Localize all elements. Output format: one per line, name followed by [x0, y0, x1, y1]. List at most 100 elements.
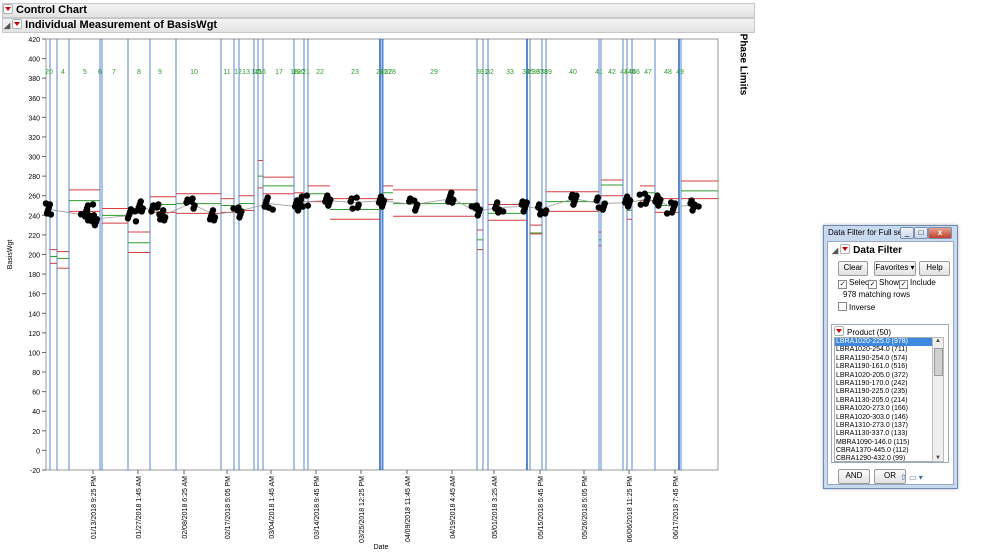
data-filter-header[interactable]: ◢ Data Filter [831, 244, 902, 256]
product-list-item[interactable]: LBRA1020-254.0 (711) [836, 346, 908, 354]
help-button[interactable]: Help [919, 261, 950, 276]
data-point [542, 207, 550, 214]
phase-label: 42 [608, 69, 616, 76]
matching-rows-text: 978 matching rows [843, 290, 911, 299]
x-tick-label: 03/14/2018 9:45 PM [314, 476, 321, 539]
data-point [691, 201, 698, 208]
phase-label: 5 [83, 69, 87, 76]
product-list-item[interactable]: LBRA1020-303.0 (146) [836, 413, 908, 421]
data-point [535, 201, 543, 208]
data-point-cluster [468, 202, 483, 219]
y-tick-label: 0 [36, 448, 40, 455]
scrollbar-thumb[interactable] [934, 348, 943, 376]
data-point-cluster [518, 198, 530, 215]
phase-label: 4 [61, 69, 65, 76]
product-list-item[interactable]: LBRA1190-254.0 (574) [836, 354, 908, 362]
product-list-item[interactable]: CBRA1290-432.0 (99) [836, 455, 906, 462]
data-point-cluster [296, 192, 312, 210]
data-filter-window[interactable]: Data Filter for Full se... _ □ x ◢ Data F… [823, 225, 958, 489]
and-button[interactable]: AND [838, 469, 870, 484]
inverse-checkbox-row[interactable]: Inverse [838, 302, 875, 312]
disclosure-triangle-icon[interactable]: ◢ [4, 21, 11, 30]
product-list-item[interactable]: LBRA1190-161.0 (516) [836, 363, 908, 371]
y-tick-label: 340 [28, 115, 40, 122]
product-list-scrollbar[interactable]: ▲ ▼ [932, 337, 944, 462]
product-list-item[interactable]: LBRA1130-205.0 (214) [836, 396, 908, 404]
y-tick-label: 160 [28, 292, 40, 299]
minimize-button[interactable]: _ [900, 227, 914, 239]
data-filter-footer: ⇧ ▭ ▾ [900, 473, 923, 482]
phase-label: 13 [242, 69, 250, 76]
individual-chart-menu-icon[interactable] [12, 19, 23, 29]
data-point-cluster [206, 207, 219, 224]
x-axis-label: Date [374, 544, 389, 551]
phase-limits-panel[interactable]: Phase Limits [737, 32, 753, 100]
product-list-item[interactable]: LBRA1020-205.0 (372) [836, 371, 908, 379]
product-list[interactable]: LBRA1020-225.0 (978) LBRA1020-254.0 (711)… [834, 337, 933, 462]
x-tick-label: 01/27/2018 1:45 AM [136, 476, 143, 539]
window-icon[interactable]: ▭ [908, 473, 917, 482]
product-list-item[interactable]: LBRA1190-170.0 (242) [836, 379, 908, 387]
scroll-up-icon[interactable]: ▲ [935, 338, 941, 344]
data-point-cluster [261, 194, 276, 213]
product-list-item[interactable]: CBRA1370-445.0 (112) [836, 447, 909, 455]
phase-label: 16 [258, 69, 266, 76]
data-point [626, 197, 634, 204]
product-list-item[interactable]: LBRA1310-273.0 (137) [836, 421, 908, 429]
phase-label: 44 [624, 69, 632, 76]
product-list-item[interactable]: LBRA1190-225.0 (235) [836, 388, 908, 396]
y-tick-label: -20 [30, 468, 40, 475]
data-point [468, 203, 475, 210]
data-point [160, 207, 167, 214]
data-point-cluster [593, 194, 608, 213]
data-point-cluster [568, 191, 580, 208]
product-list-item[interactable]: LBRA1130-337.0 (133) [836, 430, 908, 438]
data-filter-titlebar[interactable]: Data Filter for Full se... [828, 228, 909, 237]
product-list-item[interactable]: LBRA1020-273.0 (166) [836, 405, 908, 413]
favorites-button[interactable]: Favorites ▾ [874, 261, 916, 276]
x-tick-label: 04/09/2018 11:45 AM [405, 476, 412, 542]
phase-label: 37 [536, 69, 544, 76]
phase-label: 10 [190, 69, 198, 76]
show-checkbox-row[interactable]: ✓ Show [868, 278, 899, 289]
include-checkbox[interactable]: ✓ [899, 280, 908, 289]
data-point-cluster [134, 198, 146, 215]
data-point [573, 192, 580, 199]
product-header-label: Product (50) [847, 328, 892, 337]
data-point [644, 194, 651, 201]
close-button[interactable]: x [928, 227, 952, 239]
up-arrow-icon[interactable]: ⇧ [900, 473, 907, 482]
data-point [209, 207, 217, 214]
control-chart-menu-icon[interactable] [3, 4, 13, 14]
select-checkbox-row[interactable]: ✓ Select [838, 278, 871, 289]
data-point [636, 191, 643, 198]
clear-button[interactable]: Clear [838, 261, 868, 276]
data-point-cluster [663, 199, 679, 217]
y-tick-label: 260 [28, 194, 40, 201]
product-menu-icon[interactable] [834, 326, 844, 336]
dropdown-arrow-icon[interactable]: ▾ [918, 473, 923, 482]
y-tick-label: 40 [32, 409, 40, 416]
data-point [407, 195, 414, 202]
control-chart-title: Control Chart [16, 4, 87, 16]
individual-measurement-outline[interactable]: ◢ Individual Measurement of BasisWgt [2, 18, 755, 33]
include-checkbox-row[interactable]: ✓ Include [899, 278, 936, 289]
maximize-button[interactable]: □ [914, 227, 928, 239]
product-header[interactable]: Product (50) [834, 326, 891, 337]
control-chart-outline[interactable]: Control Chart [2, 3, 755, 18]
scroll-down-icon[interactable]: ▼ [935, 455, 941, 461]
product-list-item[interactable]: MBRA1090-146.0 (115) [836, 438, 910, 446]
or-button[interactable]: OR [874, 469, 906, 484]
show-checkbox[interactable]: ✓ [868, 280, 877, 289]
y-tick-label: 60 [32, 390, 40, 397]
disclosure-triangle-icon[interactable]: ◢ [832, 246, 839, 255]
select-checkbox[interactable]: ✓ [838, 280, 847, 289]
inverse-checkbox[interactable] [838, 302, 847, 311]
product-list-item[interactable]: LBRA1020-225.0 (978) [835, 338, 932, 347]
phase-label: 32 [486, 69, 494, 76]
data-point-cluster [157, 207, 169, 224]
dropdown-arrow-icon: ▾ [908, 263, 915, 272]
data-point [265, 204, 272, 211]
data-point [601, 200, 608, 207]
data-filter-menu-icon[interactable] [840, 244, 851, 254]
